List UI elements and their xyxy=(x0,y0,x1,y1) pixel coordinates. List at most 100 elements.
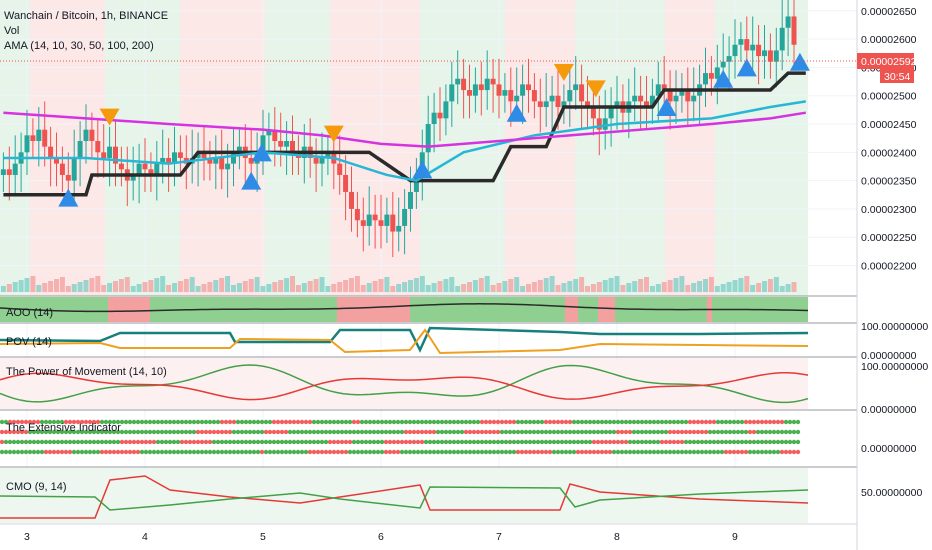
extensive-dot xyxy=(43,419,49,425)
extensive-dot xyxy=(767,429,773,435)
extensive-dot xyxy=(559,429,565,435)
candle-body xyxy=(113,146,118,164)
volume-bars xyxy=(0,276,797,292)
candle-body xyxy=(384,214,390,226)
volume-bar xyxy=(42,283,48,292)
volume-bar xyxy=(390,286,396,292)
volume-bar xyxy=(667,280,673,292)
candle-body xyxy=(691,95,697,102)
volume-bar xyxy=(225,276,231,292)
extensive-dot xyxy=(691,439,697,445)
extensive-dot xyxy=(7,419,13,425)
extensive-dot xyxy=(399,449,405,455)
extensive-dot xyxy=(687,429,693,435)
extensive-dot xyxy=(187,429,193,435)
extensive-dot xyxy=(567,439,573,445)
price-tick: 0.00002600 xyxy=(861,34,917,46)
extensive-dot xyxy=(695,429,701,435)
extensive-dot xyxy=(295,419,301,425)
extensive-dot xyxy=(623,449,629,455)
extensive-dot xyxy=(123,429,129,435)
extensive-dot xyxy=(463,439,469,445)
extensive-dot xyxy=(719,449,725,455)
buy-signal-triangle xyxy=(412,160,433,179)
extensive-dot xyxy=(755,419,761,425)
extensive-dot xyxy=(539,419,545,425)
pom-tick-0: 0.00000000 xyxy=(861,404,917,416)
extensive-dot xyxy=(223,449,229,455)
candle-body xyxy=(71,157,77,181)
extensive-dot xyxy=(155,439,161,445)
extensive-dot xyxy=(99,419,105,425)
extensive-dot xyxy=(283,439,289,445)
extensive-dot xyxy=(471,449,477,455)
candle-body xyxy=(408,191,413,209)
extensive-dot xyxy=(71,439,77,445)
extensive-dot xyxy=(131,439,137,445)
extensive-dot xyxy=(163,449,169,455)
session-band xyxy=(180,0,265,296)
candle-body xyxy=(467,90,472,96)
extensive-dot xyxy=(183,439,189,445)
extensive-dot xyxy=(419,429,425,435)
volume-bar xyxy=(343,280,349,292)
candle-body xyxy=(443,101,449,119)
extensive-dot xyxy=(247,429,253,435)
extensive-dot xyxy=(567,419,573,425)
extensive-dot xyxy=(127,449,133,455)
extensive-dot xyxy=(95,449,101,455)
extensive-dot xyxy=(475,439,481,445)
extensive-dot xyxy=(603,429,609,435)
volume-bar xyxy=(649,286,655,292)
volume-bar xyxy=(325,286,331,292)
extensive-dot xyxy=(771,429,777,435)
extensive-dot xyxy=(315,439,321,445)
extensive-dot xyxy=(567,429,573,435)
volume-bar xyxy=(6,284,12,292)
extensive-dot xyxy=(107,419,113,425)
volume-bar xyxy=(573,279,579,292)
time-axis[interactable]: 3 4 5 6 7 8 9 xyxy=(0,523,857,543)
extensive-dot xyxy=(419,419,425,425)
extensive-dot xyxy=(631,439,637,445)
extensive-dot xyxy=(731,449,737,455)
extensive-dot xyxy=(399,419,405,425)
buy-signal-triangle xyxy=(506,103,527,122)
extensive-dot xyxy=(287,449,293,455)
extensive-dot xyxy=(259,419,265,425)
volume-bar xyxy=(620,285,626,292)
candle-body xyxy=(101,152,107,158)
extensive-dot xyxy=(167,429,173,435)
extensive-dot xyxy=(695,439,701,445)
extensive-dot xyxy=(439,439,445,445)
extensive-dot xyxy=(11,449,17,455)
candle-body xyxy=(738,39,744,45)
volume-bar xyxy=(213,280,219,292)
candle-body xyxy=(219,157,225,170)
extensive-dot xyxy=(107,429,113,435)
extensive-dot xyxy=(299,439,305,445)
extensive-dot xyxy=(747,429,753,435)
extensive-dot xyxy=(107,449,113,455)
extensive-dot xyxy=(135,419,141,425)
extensive-dot xyxy=(331,439,337,445)
extensive-dot xyxy=(155,429,161,435)
extensive-dot xyxy=(483,449,489,455)
extensive-dot xyxy=(635,419,641,425)
extensive-dot xyxy=(447,419,453,425)
extensive-dot xyxy=(147,439,153,445)
extensive-dot xyxy=(671,419,677,425)
extensive-dot xyxy=(435,449,441,455)
extensive-dot xyxy=(387,419,393,425)
extensive-dot xyxy=(135,449,141,455)
extensive-dot xyxy=(319,439,325,445)
extensive-dot xyxy=(627,439,633,445)
extensive-dot xyxy=(227,449,233,455)
extensive-dot xyxy=(723,449,729,455)
extensive-dot xyxy=(311,449,317,455)
extensive-dot xyxy=(3,449,9,455)
extensive-dot xyxy=(783,419,789,425)
candle-body xyxy=(661,84,667,91)
candle-body xyxy=(744,39,750,51)
